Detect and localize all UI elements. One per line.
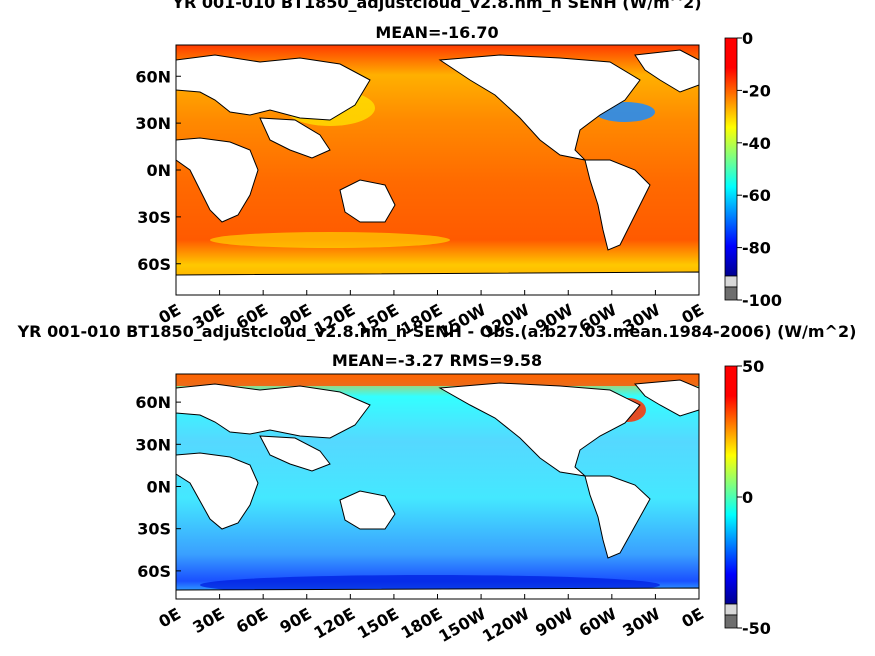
panel-1-map xyxy=(176,45,699,295)
xtick-label: 60W xyxy=(576,604,620,641)
panel-1-colorbar: 0 -20 -40 -60 -80 -100 xyxy=(724,29,782,310)
panel-2-anomaly-arctic xyxy=(176,374,699,386)
ytick-label: 60S xyxy=(137,562,171,581)
colorbar-tick-label: -60 xyxy=(742,186,771,205)
panel-2: YR 001-010 BT1850_adjustcloud_v2.8.nm_h … xyxy=(17,322,857,646)
panel-1: YR 001-010 BT1850_adjustcloud_v2.8.nm_h … xyxy=(135,0,782,342)
panel-2-title: YR 001-010 BT1850_adjustcloud_v2.8.nm_h … xyxy=(17,322,857,341)
xtick-label: 0E xyxy=(678,604,707,631)
panel-1-title: YR 001-010 BT1850_adjustcloud_v2.8.nm_h … xyxy=(171,0,701,12)
colorbar-tick-label: -100 xyxy=(742,291,782,310)
xtick-label: 90W xyxy=(532,604,576,641)
ytick-label: 60S xyxy=(137,255,171,274)
panel-1-land xyxy=(176,49,699,295)
xtick-label: 180E xyxy=(398,604,446,643)
ytick-label: 30S xyxy=(137,208,171,227)
ytick-label: 30S xyxy=(137,520,171,539)
panel-1-anomaly-southern xyxy=(210,232,450,248)
panel-2-colorbar-low1 xyxy=(724,603,738,616)
panel-2-colorbar-low2 xyxy=(724,614,738,629)
panel-2-colorbar-ticks: 50 0 -50 xyxy=(737,357,771,638)
xtick-label: 90E xyxy=(276,604,314,637)
panel-1-subtitle: MEAN=-16.70 xyxy=(375,23,498,42)
panel-1-colorbar-ramp xyxy=(724,37,738,277)
ytick-label: 60N xyxy=(135,393,171,412)
panel-1-yticks: 60N 30N 0N 30S 60S xyxy=(135,67,181,274)
panel-2-map xyxy=(176,374,699,599)
colorbar-tick-label: -80 xyxy=(742,239,771,258)
colorbar-tick-label: 0 xyxy=(742,488,753,507)
xtick-label: 0E xyxy=(155,604,184,631)
xtick-label: 30W xyxy=(619,604,663,641)
panel-1-colorbar-low1 xyxy=(724,275,738,288)
ytick-label: 0N xyxy=(146,478,171,497)
ytick-label: 0N xyxy=(146,161,171,180)
xtick-label: 120W xyxy=(479,604,533,646)
colorbar-tick-label: 50 xyxy=(742,357,764,376)
xtick-label: 150E xyxy=(354,604,402,643)
colorbar-tick-label: -20 xyxy=(742,81,771,100)
ytick-label: 30N xyxy=(135,435,171,454)
xtick-label: 150W xyxy=(435,604,489,646)
xtick-label: 60E xyxy=(233,604,271,637)
panel-2-colorbar-ramp xyxy=(724,365,738,605)
xtick-label: 30E xyxy=(189,604,227,637)
colorbar-tick-label: 0 xyxy=(742,29,753,48)
panel-1-colorbar-ticks: 0 -20 -40 -60 -80 -100 xyxy=(737,29,782,310)
colorbar-tick-label: -50 xyxy=(742,619,771,638)
ytick-label: 60N xyxy=(135,67,171,86)
panel-2-subtitle: MEAN=-3.27 RMS=9.58 xyxy=(332,351,542,370)
ytick-label: 30N xyxy=(135,114,171,133)
panel-2-yticks: 60N 30N 0N 30S 60S xyxy=(135,393,181,581)
xtick-label: 120E xyxy=(310,604,358,643)
panel-2-colorbar: 50 0 -50 xyxy=(724,357,771,638)
panel-1-colorbar-low2 xyxy=(724,286,738,301)
colorbar-tick-label: -40 xyxy=(742,134,771,153)
